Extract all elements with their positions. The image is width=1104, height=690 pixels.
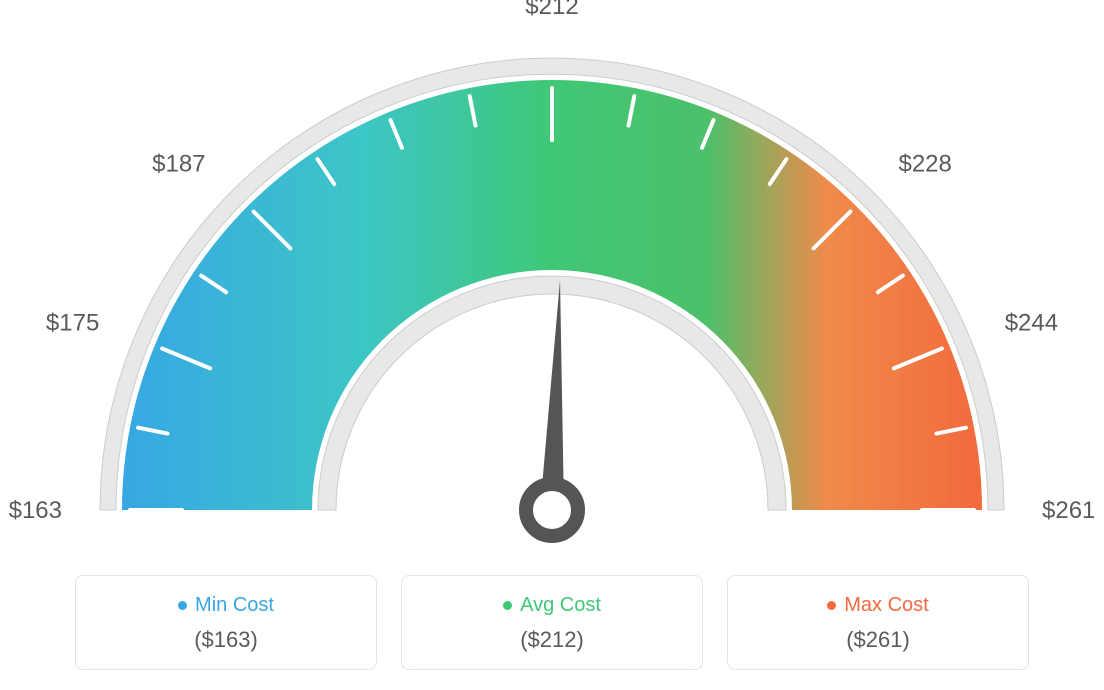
gauge-tick-label: $163 bbox=[9, 497, 62, 524]
gauge-svg: $163 $175 $187 $212 $228 $244 $261 bbox=[0, 0, 1104, 560]
gauge-tick-label: $244 bbox=[1005, 309, 1058, 336]
min-cost-value: ($163) bbox=[76, 627, 376, 653]
min-cost-card: Min Cost ($163) bbox=[75, 575, 377, 670]
gauge-tick-label: $187 bbox=[152, 151, 205, 178]
summary-cards: Min Cost ($163) Avg Cost ($212) Max Cost… bbox=[0, 575, 1104, 670]
gauge-tick-label: $175 bbox=[46, 309, 99, 336]
gauge-area: $163 $175 $187 $212 $228 $244 $261 bbox=[0, 0, 1104, 560]
gauge-chart-container: $163 $175 $187 $212 $228 $244 $261 Min Cost ($… bbox=[0, 0, 1104, 690]
avg-cost-title: Avg Cost bbox=[402, 594, 702, 617]
min-dot-icon bbox=[178, 601, 187, 610]
max-dot-icon bbox=[827, 601, 836, 610]
gauge-tick-label: $228 bbox=[898, 151, 951, 178]
gauge-tick-label: $212 bbox=[525, 0, 578, 20]
avg-cost-card: Avg Cost ($212) bbox=[401, 575, 703, 670]
avg-dot-icon bbox=[503, 601, 512, 610]
max-cost-title: Max Cost bbox=[728, 594, 1028, 617]
gauge-needle bbox=[540, 280, 564, 510]
avg-cost-label: Avg Cost bbox=[520, 594, 601, 616]
max-cost-card: Max Cost ($261) bbox=[727, 575, 1029, 670]
gauge-hub-icon bbox=[526, 484, 578, 536]
min-cost-title: Min Cost bbox=[76, 594, 376, 617]
min-cost-label: Min Cost bbox=[195, 594, 274, 616]
max-cost-value: ($261) bbox=[728, 627, 1028, 653]
max-cost-label: Max Cost bbox=[844, 594, 928, 616]
gauge-tick-label: $261 bbox=[1042, 497, 1095, 524]
avg-cost-value: ($212) bbox=[402, 627, 702, 653]
